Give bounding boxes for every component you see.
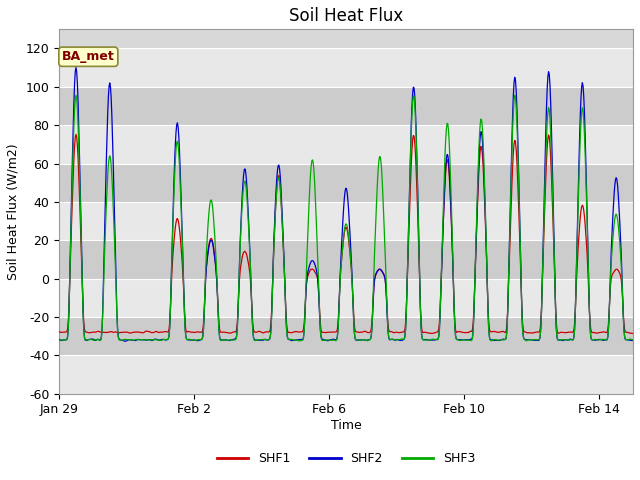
SHF1 bbox=[122, 329, 129, 335]
SHF3 bbox=[296, 338, 304, 344]
SHF3 bbox=[132, 336, 140, 342]
SHF2 bbox=[629, 337, 637, 343]
Bar bbox=[59, 240, 633, 278]
Line: SHF2: SHF2 bbox=[59, 67, 633, 341]
SHF1 bbox=[353, 329, 361, 335]
SHF2 bbox=[122, 338, 129, 344]
SHF1 bbox=[172, 219, 180, 225]
Bar bbox=[59, 48, 633, 87]
Bar bbox=[59, 355, 633, 394]
Line: SHF3: SHF3 bbox=[59, 95, 633, 341]
SHF2 bbox=[354, 337, 362, 343]
SHF2 bbox=[403, 310, 410, 315]
Bar bbox=[59, 317, 633, 355]
SHF2 bbox=[72, 64, 80, 70]
SHF3 bbox=[495, 337, 502, 343]
Bar bbox=[59, 164, 633, 202]
SHF2 bbox=[134, 336, 142, 342]
Bar bbox=[59, 278, 633, 317]
Bar bbox=[59, 125, 633, 164]
SHF1 bbox=[72, 132, 80, 137]
SHF3 bbox=[402, 327, 410, 333]
SHF1 bbox=[133, 329, 141, 335]
SHF1 bbox=[629, 331, 637, 336]
SHF1 bbox=[55, 329, 63, 335]
SHF2 bbox=[122, 338, 130, 344]
SHF2 bbox=[495, 337, 503, 343]
Line: SHF1: SHF1 bbox=[59, 134, 633, 334]
SHF3 bbox=[121, 336, 129, 342]
SHF3 bbox=[353, 337, 361, 343]
Legend: SHF1, SHF2, SHF3: SHF1, SHF2, SHF3 bbox=[212, 447, 480, 470]
SHF3 bbox=[172, 158, 179, 164]
Bar bbox=[59, 202, 633, 240]
SHF1 bbox=[495, 329, 502, 335]
Title: Soil Heat Flux: Soil Heat Flux bbox=[289, 7, 403, 25]
SHF2 bbox=[173, 122, 180, 128]
Text: BA_met: BA_met bbox=[62, 50, 115, 63]
SHF3 bbox=[629, 337, 637, 343]
SHF2 bbox=[55, 336, 63, 342]
SHF3 bbox=[511, 92, 518, 98]
SHF3 bbox=[55, 337, 63, 343]
Bar bbox=[59, 87, 633, 125]
X-axis label: Time: Time bbox=[331, 419, 362, 432]
Y-axis label: Soil Heat Flux (W/m2): Soil Heat Flux (W/m2) bbox=[7, 143, 20, 280]
SHF1 bbox=[402, 320, 410, 326]
